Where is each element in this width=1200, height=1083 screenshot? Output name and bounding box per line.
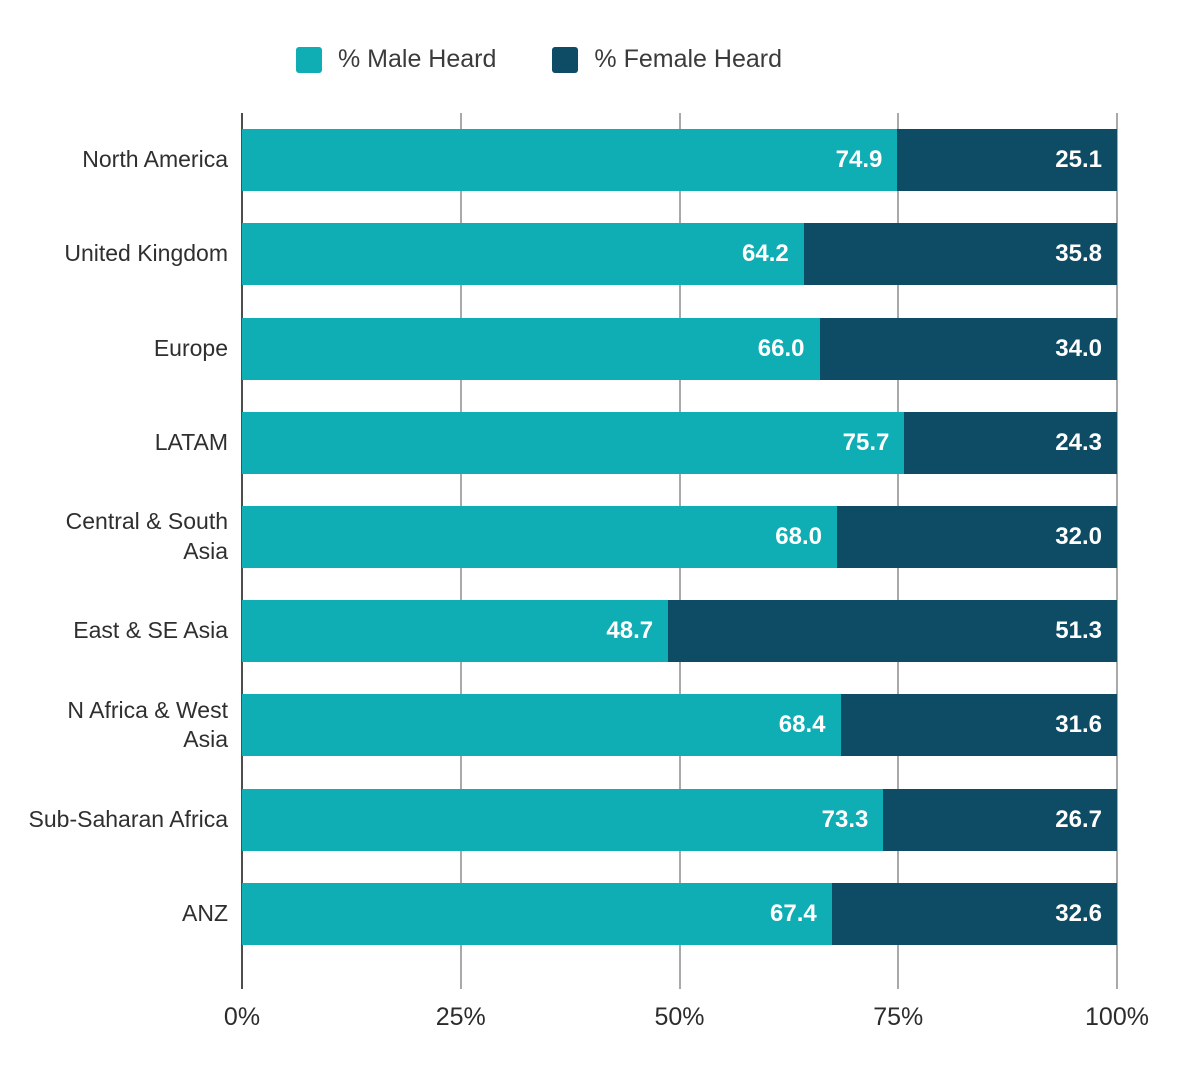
male-segment: 67.4 [242, 882, 832, 945]
stacked-bar: 66.0 34.0 [242, 317, 1117, 380]
value-label: 25.1 [1055, 146, 1102, 174]
bar-rows: 74.9 25.1 64.2 35.8 66.0 34.0 75.7 24.3 68.0 32.0… [242, 113, 1117, 961]
value-label: 68.4 [778, 711, 826, 739]
value-label: 51.3 [1055, 617, 1102, 645]
male-segment: 66.0 [242, 317, 820, 380]
x-tick-label: 25% [435, 1003, 486, 1031]
male-legend-label: % Male Heard [338, 45, 497, 73]
stacked-bar: 68.0 32.0 [242, 505, 1117, 568]
female-segment: 32.6 [831, 882, 1117, 945]
male-segment: 68.0 [242, 505, 837, 568]
female-legend-label: % Female Heard [594, 45, 782, 73]
value-label: 74.9 [835, 146, 883, 174]
legend-item-male: % Male Heard [296, 45, 496, 74]
value-label: 68.0 [775, 522, 822, 550]
category-axis: North America United Kingdom Europe LATAM Ce… [0, 113, 242, 961]
gridline [1116, 113, 1118, 989]
male-segment: 74.9 [242, 129, 898, 192]
bar-row: 66.0 34.0 [242, 301, 1117, 395]
female-legend-swatch [552, 46, 579, 73]
bar-row: 68.0 32.0 [242, 490, 1117, 584]
female-segment: 24.3 [904, 411, 1117, 474]
bar-row: 74.9 25.1 [242, 113, 1117, 207]
male-segment: 64.2 [242, 223, 804, 286]
legend: % Male Heard % Female Heard [296, 45, 782, 74]
category-label: Sub-Saharan Africa [28, 805, 228, 832]
value-label: 67.4 [770, 899, 817, 927]
bar-row: 48.7 51.3 [242, 584, 1117, 678]
stacked-bar: 68.4 31.6 [242, 694, 1117, 757]
value-label: 32.0 [1055, 522, 1102, 550]
x-tick-label: 50% [654, 1003, 705, 1031]
female-segment: 31.6 [840, 694, 1117, 757]
stacked-bar: 48.7 51.3 [242, 600, 1117, 663]
value-label: 75.7 [842, 428, 890, 456]
female-segment: 25.1 [897, 129, 1117, 192]
value-label: 26.7 [1055, 805, 1102, 833]
stacked-bar: 67.4 32.6 [242, 882, 1117, 945]
x-tick-label: 75% [873, 1003, 924, 1031]
female-segment: 35.8 [803, 223, 1117, 286]
category-label: ANZ [182, 899, 228, 926]
category-label: N Africa & West Asia [67, 696, 228, 753]
category-label: East & SE Asia [73, 617, 228, 644]
x-axis: 0% 25% 50% 75% 100% [224, 1003, 1149, 1043]
value-label: 73.3 [821, 805, 869, 833]
stacked-bar: 73.3 26.7 [242, 788, 1117, 851]
value-label: 24.3 [1055, 428, 1102, 456]
value-label: 64.2 [742, 240, 789, 268]
male-segment: 73.3 [242, 788, 884, 851]
category-label: LATAM [154, 428, 228, 455]
x-tick-label: 0% [223, 1003, 261, 1031]
bar-row: 68.4 31.6 [242, 678, 1117, 772]
bar-row: 73.3 26.7 [242, 773, 1117, 867]
bar-row: 67.4 32.6 [242, 867, 1117, 961]
value-label: 66.0 [757, 334, 805, 362]
category-label: Europe [153, 334, 228, 361]
legend-item-female: % Female Heard [552, 45, 782, 74]
value-label: 31.6 [1055, 711, 1102, 739]
female-segment: 51.3 [668, 600, 1117, 663]
category-label: North America [82, 146, 228, 173]
male-segment: 68.4 [242, 694, 841, 757]
bar-row: 64.2 35.8 [242, 207, 1117, 301]
stacked-bar: 75.7 24.3 [242, 411, 1117, 474]
x-tick-label: 100% [1085, 1003, 1149, 1031]
male-legend-swatch [296, 46, 322, 73]
stacked-bar: 74.9 25.1 [242, 129, 1117, 192]
female-segment: 32.0 [837, 505, 1117, 568]
value-label: 34.0 [1055, 334, 1102, 362]
category-label: United Kingdom [64, 240, 228, 267]
value-label: 35.8 [1055, 240, 1102, 268]
bar-row: 75.7 24.3 [242, 396, 1117, 490]
plot-area: 74.9 25.1 64.2 35.8 66.0 34.0 75.7 24.3 68.0 32.0… [241, 113, 1118, 989]
stacked-bar: 64.2 35.8 [242, 223, 1117, 286]
male-segment: 75.7 [242, 411, 905, 474]
female-segment: 34.0 [819, 317, 1117, 380]
value-label: 48.7 [606, 617, 654, 645]
category-label: Central & South Asia [65, 508, 228, 564]
value-label: 32.6 [1055, 899, 1102, 927]
female-segment: 26.7 [883, 788, 1117, 851]
male-segment: 48.7 [242, 600, 669, 663]
